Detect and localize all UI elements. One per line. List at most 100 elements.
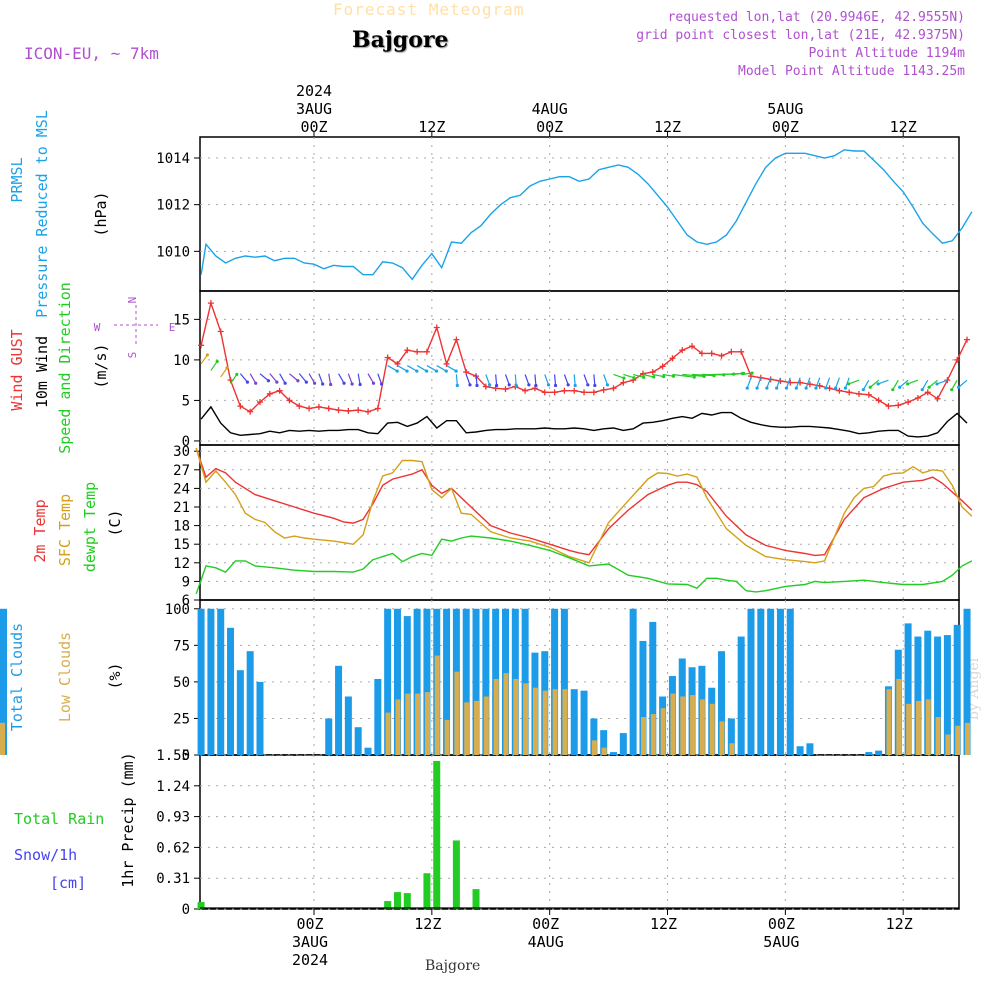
total-cloud-bar bbox=[924, 630, 932, 755]
wind-arrow bbox=[921, 379, 929, 390]
wind-arrowhead bbox=[935, 382, 939, 386]
pressure-label-1: PRMSL bbox=[8, 157, 26, 202]
gust-marker bbox=[571, 387, 578, 394]
total-cloud-bar bbox=[914, 636, 922, 755]
y-tick-label: 24 bbox=[173, 481, 190, 497]
wind-arrowhead bbox=[296, 379, 300, 383]
wind-arrow bbox=[844, 377, 850, 389]
wind-arrowhead bbox=[784, 386, 789, 390]
wind-arrow bbox=[514, 374, 517, 386]
wind-arrowhead bbox=[235, 372, 239, 376]
wind-arrow bbox=[958, 379, 968, 388]
wind-arrowhead bbox=[205, 353, 209, 357]
time-label-bottom: 00Z bbox=[768, 915, 795, 933]
gust-marker bbox=[433, 324, 440, 331]
total-cloud-bar bbox=[276, 755, 284, 756]
series-line bbox=[200, 149, 973, 281]
total-cloud-bar bbox=[472, 608, 480, 755]
panel-frame bbox=[199, 290, 960, 446]
wind-arrowhead bbox=[379, 382, 384, 386]
low-cloud-bar bbox=[680, 696, 686, 755]
wind-arrow bbox=[573, 374, 576, 386]
low-cloud-bar bbox=[552, 689, 558, 755]
gust-marker bbox=[315, 403, 322, 410]
wind-arrowhead bbox=[834, 386, 838, 390]
wind-arrowhead bbox=[405, 369, 409, 373]
series-line bbox=[195, 447, 973, 564]
low-cloud-bar bbox=[562, 689, 568, 755]
total-cloud-bar bbox=[295, 755, 303, 756]
wind-arrow bbox=[815, 377, 821, 389]
low-cloud-bar bbox=[503, 673, 509, 755]
precip-unit: 1hr Precip (mm) bbox=[119, 752, 137, 887]
wind-arrow bbox=[367, 373, 375, 384]
wind-arrowhead bbox=[329, 382, 333, 387]
wind-arrowhead bbox=[527, 383, 531, 387]
temp-label: 2m Temp bbox=[31, 499, 49, 562]
gust-marker bbox=[463, 369, 470, 376]
total-cloud-bar bbox=[718, 651, 726, 755]
total-cloud-bar bbox=[315, 755, 323, 756]
wind-arrow bbox=[357, 373, 361, 385]
total-cloud-bar bbox=[826, 755, 834, 756]
time-label-top: 5AUG bbox=[767, 100, 803, 118]
location-title: Bajgore bbox=[352, 27, 449, 53]
low-clouds-label: Low Clouds bbox=[56, 632, 74, 722]
low-cloud-bar bbox=[464, 702, 470, 755]
low-cloud-bar bbox=[424, 692, 430, 755]
total-cloud-bar bbox=[374, 678, 382, 755]
gust-marker bbox=[846, 389, 853, 396]
gust-marker bbox=[885, 403, 892, 410]
wind-arrow bbox=[746, 377, 752, 389]
gust-marker bbox=[610, 385, 617, 392]
low-cloud-bar bbox=[965, 722, 971, 755]
wind-arrowhead bbox=[254, 381, 258, 385]
wind-arrowhead bbox=[321, 382, 325, 386]
gust-marker bbox=[306, 405, 313, 412]
wind-arrowhead bbox=[652, 375, 656, 379]
gust-marker bbox=[600, 386, 607, 393]
low-cloud-bar bbox=[935, 716, 941, 755]
wind-arrowhead bbox=[553, 383, 558, 388]
total-cloud-bar bbox=[570, 689, 578, 755]
y-tick-label: 15 bbox=[173, 312, 190, 328]
total-cloud-bar bbox=[963, 608, 971, 755]
total-cloud-bar bbox=[610, 752, 618, 755]
low-cloud-bar bbox=[591, 740, 597, 755]
total-cloud-bar bbox=[354, 727, 362, 755]
wind-arrowhead bbox=[824, 386, 828, 390]
y-tick-label: 6 bbox=[182, 593, 190, 609]
wind-arrow bbox=[553, 374, 557, 386]
low-cloud-bar bbox=[454, 671, 460, 755]
gust-marker bbox=[718, 352, 725, 359]
gust-marker bbox=[954, 356, 961, 363]
y-tick-label: 15 bbox=[173, 537, 190, 553]
wind-arrowhead bbox=[586, 383, 590, 387]
gust-marker bbox=[708, 350, 715, 357]
low-cloud-bar bbox=[925, 699, 931, 755]
total-cloud-bar bbox=[904, 623, 912, 755]
low-cloud-bar bbox=[719, 721, 725, 755]
time-label-bottom: 4AUG bbox=[528, 933, 564, 951]
wind-arrowhead bbox=[671, 374, 676, 378]
wind-arrow bbox=[731, 372, 743, 376]
wind-arrowhead bbox=[622, 376, 626, 380]
low-cloud-bar bbox=[415, 693, 421, 755]
wind-arrowhead bbox=[434, 369, 439, 373]
point-altitude: Point Altitude 1194m bbox=[808, 46, 965, 61]
low-cloud-bar bbox=[405, 693, 411, 755]
total-clouds-label: Total Clouds bbox=[8, 623, 26, 731]
temp-unit: (C) bbox=[106, 509, 124, 536]
y-tick-label: 1012 bbox=[156, 198, 190, 214]
total-cloud-bar bbox=[806, 743, 814, 755]
wind-arrowhead bbox=[468, 383, 472, 387]
total-cloud-bar bbox=[423, 608, 431, 755]
wind-arrowhead bbox=[475, 383, 479, 388]
time-label-top: 00Z bbox=[536, 118, 563, 136]
time-label-top: 12Z bbox=[890, 118, 917, 136]
wind-arrow bbox=[338, 373, 345, 384]
wind-arrowhead bbox=[566, 383, 570, 387]
wind-arrow bbox=[756, 377, 762, 389]
series-line bbox=[200, 405, 968, 438]
low-cloud-bar bbox=[670, 693, 676, 755]
